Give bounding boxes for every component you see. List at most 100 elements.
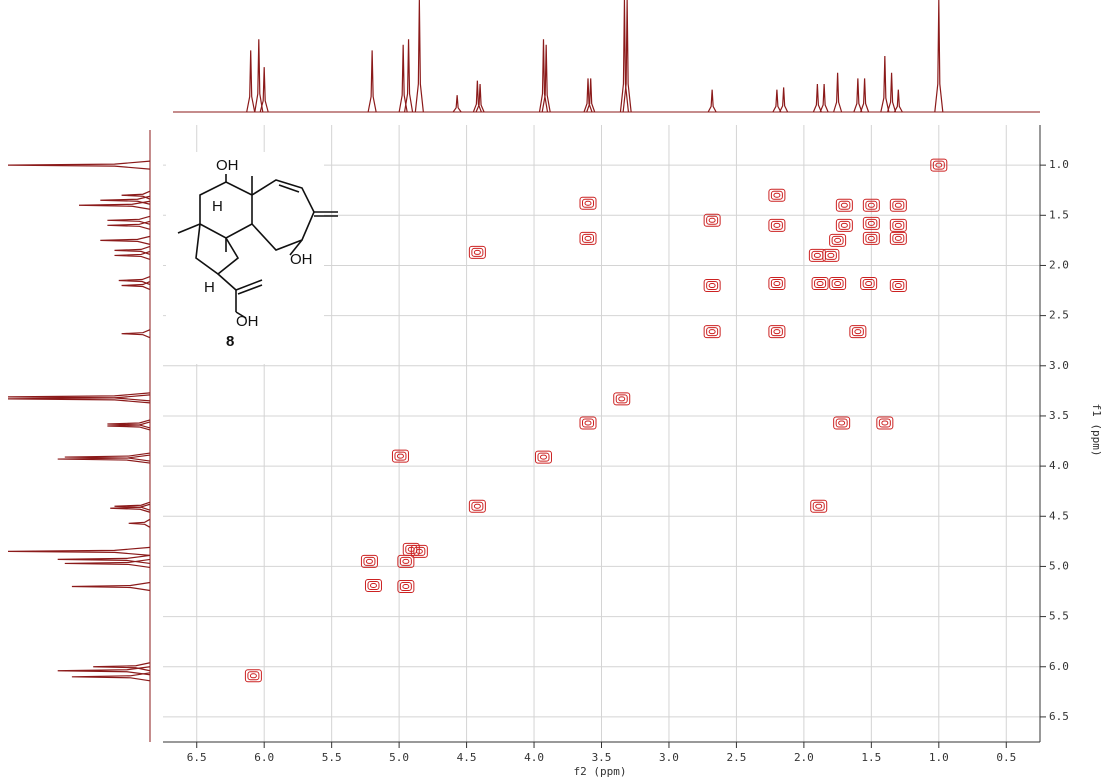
contour	[889, 231, 907, 245]
contour	[582, 418, 595, 428]
contour	[364, 578, 382, 592]
contour	[708, 329, 716, 335]
contour	[829, 233, 847, 247]
contour	[833, 416, 851, 430]
cross-peak	[579, 416, 597, 430]
contour	[396, 453, 404, 459]
cross-peak	[889, 218, 907, 232]
contour	[706, 281, 719, 291]
cross-peak	[829, 233, 847, 247]
projection-peak	[707, 89, 717, 113]
y-tick-label: 2.5	[1049, 309, 1069, 322]
contour	[706, 327, 719, 337]
contour	[892, 220, 905, 230]
cross-peak	[397, 554, 415, 568]
projection-peak	[833, 72, 843, 113]
contour	[582, 233, 595, 243]
contour	[615, 394, 628, 404]
contour	[708, 217, 716, 223]
cross-peak	[811, 277, 829, 291]
cross-peak	[860, 277, 878, 291]
contour	[889, 218, 907, 232]
projection-peak	[583, 78, 593, 113]
contour	[892, 200, 905, 210]
projection-peak	[853, 78, 863, 113]
contour	[865, 218, 878, 228]
cross-peak	[468, 499, 486, 513]
contour	[840, 202, 848, 208]
projection-peak	[121, 190, 151, 200]
projection-peak	[107, 220, 151, 230]
projection-peak	[541, 44, 551, 113]
projection-peak	[107, 419, 151, 429]
projection-peak	[880, 55, 890, 113]
contour	[930, 158, 948, 172]
projection-peak	[452, 95, 462, 113]
cross-peak	[613, 392, 631, 406]
projection-peak	[100, 195, 151, 205]
cross-peak	[862, 231, 880, 245]
projection-peak	[64, 452, 151, 462]
contour	[584, 200, 592, 206]
contour	[824, 250, 837, 260]
cross-peak	[579, 231, 597, 245]
cross-peak	[835, 218, 853, 232]
cross-peak	[810, 499, 828, 513]
contour	[247, 671, 260, 681]
projection-peak	[772, 89, 782, 113]
projection-peak	[57, 454, 151, 464]
y-tick-label: 5.5	[1049, 610, 1069, 623]
contour	[415, 548, 423, 554]
cross-peak	[822, 248, 840, 262]
contour	[473, 503, 481, 509]
x-tick-label: 4.5	[457, 751, 477, 764]
projection-peak	[812, 83, 822, 113]
cross-peak	[833, 416, 851, 430]
contour	[849, 325, 867, 339]
projection-peak	[100, 235, 151, 245]
y-tick-label: 4.0	[1049, 459, 1069, 472]
contour	[881, 420, 889, 426]
contour	[708, 283, 716, 289]
projection-peak	[121, 280, 151, 291]
projection-peak	[398, 44, 408, 113]
x-tick-label: 6.0	[254, 751, 274, 764]
x-tick-label: 1.5	[861, 751, 881, 764]
contour	[822, 248, 840, 262]
atom-label: H	[212, 198, 223, 215]
x-axis-title: f2 (ppm)	[574, 765, 627, 778]
contour	[770, 327, 783, 337]
contour	[862, 216, 880, 230]
contour	[838, 220, 851, 230]
cross-peak	[360, 554, 378, 568]
projection-peak	[367, 50, 377, 113]
projection-peak	[475, 83, 485, 113]
contour	[811, 250, 824, 260]
projection-peak	[403, 39, 414, 113]
contour	[369, 582, 377, 588]
contour	[613, 392, 631, 406]
cross-peak	[930, 158, 948, 172]
contour	[360, 554, 378, 568]
contour	[365, 558, 373, 564]
contour	[399, 581, 412, 591]
x-tick-label: 1.0	[929, 751, 949, 764]
contour	[840, 222, 848, 228]
structure: OH H OH H OH 8	[166, 152, 338, 364]
contour	[770, 279, 783, 289]
projection-peak	[118, 275, 151, 286]
projection-peak	[7, 392, 151, 402]
projection-peak	[7, 160, 151, 170]
contour	[768, 325, 786, 339]
contour	[539, 454, 547, 460]
cross-peak	[410, 544, 428, 558]
projection-peak	[622, 0, 632, 113]
contour	[894, 283, 902, 289]
contour	[854, 329, 862, 335]
contour	[815, 503, 823, 509]
projection-peak	[254, 39, 264, 113]
contour	[367, 580, 380, 590]
projection-peak	[114, 245, 151, 255]
contour	[402, 558, 410, 564]
